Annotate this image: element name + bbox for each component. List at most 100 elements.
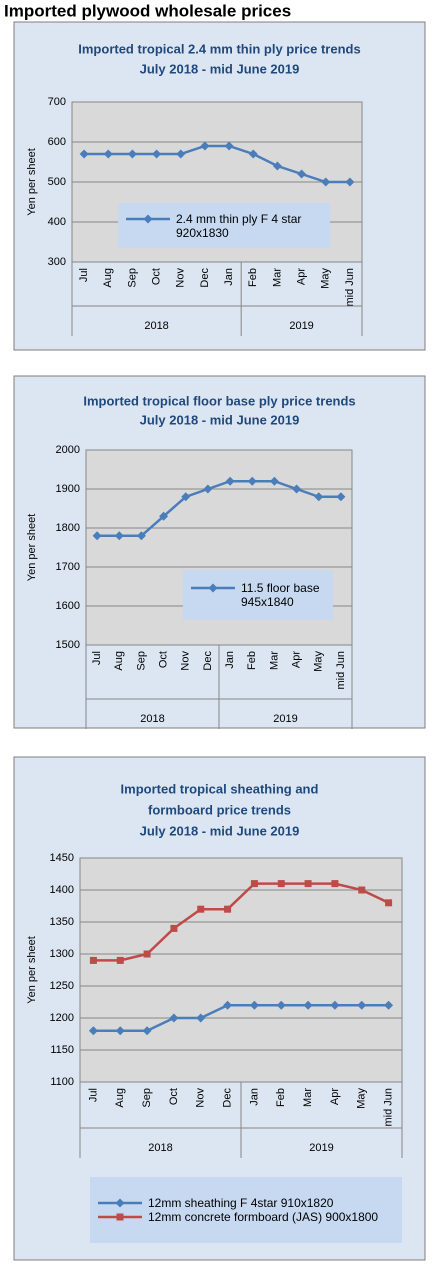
legend: 11.5 floor base 945x1840	[183, 570, 333, 620]
y-tick-label: 2000	[56, 444, 80, 456]
y-tick-label: 1300	[50, 948, 74, 960]
chart-title: Imported tropical floor base ply price t…	[83, 393, 355, 408]
chart-title: July 2018 - mid June 2019	[140, 412, 300, 427]
x-tick-label: Mar	[268, 651, 280, 670]
y-tick-label: 300	[48, 256, 66, 268]
marker	[196, 1013, 206, 1023]
y-tick-label: 700	[48, 96, 66, 108]
marker	[89, 956, 97, 964]
x-tick-label: May	[356, 1088, 368, 1109]
plot-area	[79, 857, 403, 1083]
x-tick-label: Aug	[102, 268, 114, 288]
chart-title: July 2018 - mid June 2019	[140, 61, 300, 76]
x-tick-label: Mar	[302, 1088, 314, 1107]
y-tick-label: 1500	[56, 639, 80, 651]
legend-label: 12mm sheathing F 4star 910x1820	[148, 1196, 334, 1210]
marker	[357, 1000, 367, 1010]
marker	[292, 484, 302, 494]
x-tick-label: Sep	[141, 1088, 153, 1108]
x-tick-label: May	[313, 651, 325, 672]
y-tick-label: 600	[48, 136, 66, 148]
x-tick-label: Dec	[199, 268, 211, 288]
y-tick-label: 500	[48, 176, 66, 188]
marker	[277, 880, 285, 888]
y-tick-label: 1250	[50, 980, 74, 992]
marker	[223, 1000, 233, 1010]
marker	[115, 1198, 125, 1208]
y-axis-label: Yen per sheet	[26, 148, 38, 215]
x-group-label: 2018	[148, 1142, 172, 1154]
x-group-label: 2019	[273, 713, 297, 725]
marker	[92, 531, 102, 541]
marker	[176, 149, 186, 159]
x-tick-label: Apr	[290, 651, 302, 668]
x-tick-label: Oct	[150, 268, 162, 285]
marker	[336, 492, 346, 502]
marker	[114, 531, 124, 541]
marker	[116, 956, 124, 964]
legend: 2.4 mm thin ply F 4 star 920x1830	[118, 203, 330, 248]
x-tick-label: Apr	[295, 268, 307, 285]
marker	[225, 476, 235, 486]
marker	[197, 905, 205, 913]
legend-entry: 12mm concrete formboard (JAS) 900x1800	[96, 1210, 396, 1224]
x-tick-label: Jan	[224, 651, 236, 669]
x-tick-label: Oct	[157, 651, 169, 668]
x-tick-label: Apr	[329, 1088, 341, 1105]
marker	[250, 880, 258, 888]
chart-title: July 2018 - mid June 2019	[140, 823, 300, 838]
series-line	[93, 882, 390, 962]
x-tick-label: Feb	[275, 1088, 287, 1107]
x-group-label: 2019	[309, 1142, 333, 1154]
y-tick-label: 1800	[56, 522, 80, 534]
marker	[181, 492, 191, 502]
x-tick-label: Oct	[168, 1088, 180, 1105]
x-tick-label: Jul	[87, 1088, 99, 1102]
y-tick-label: 1350	[50, 916, 74, 928]
x-tick-label: Sep	[135, 651, 147, 671]
marker	[143, 950, 151, 958]
x-tick-label: Feb	[246, 651, 258, 670]
legend-symbol	[98, 1213, 142, 1221]
x-tick-label: mid Jun	[335, 651, 347, 690]
marker	[330, 1000, 340, 1010]
marker	[248, 149, 258, 159]
y-tick-label: 400	[48, 216, 66, 228]
x-tick-label: Feb	[247, 268, 259, 287]
x-tick-label: Jan	[223, 268, 235, 286]
page-title: Imported plywood wholesale prices	[4, 1, 291, 20]
marker	[169, 1013, 179, 1023]
x-tick-label: mid Jun	[382, 1088, 394, 1127]
y-axis-label: Yen per sheet	[26, 936, 38, 1003]
x-tick-label: Nov	[180, 651, 192, 671]
x-tick-label: Jan	[248, 1088, 260, 1106]
x-tick-label: mid Jun	[344, 268, 356, 307]
y-tick-label: 1600	[56, 600, 80, 612]
marker	[79, 149, 89, 159]
x-tick-label: Jul	[91, 651, 103, 665]
marker	[200, 141, 210, 151]
marker	[224, 905, 232, 913]
marker	[276, 1000, 286, 1010]
legend-label: 2.4 mm thin ply F 4 star 920x1830	[176, 211, 302, 240]
marker	[159, 511, 169, 521]
marker	[249, 1000, 259, 1010]
marker	[152, 149, 162, 159]
marker	[269, 476, 279, 486]
y-axis-label: Yen per sheet	[26, 514, 38, 581]
marker	[358, 886, 366, 894]
x-tick-label: Mar	[271, 268, 283, 287]
marker	[116, 1213, 124, 1221]
marker	[136, 531, 146, 541]
marker	[331, 880, 339, 888]
chart-title: Imported tropical sheathing and	[121, 781, 319, 796]
x-group-label: 2018	[140, 713, 164, 725]
legend-symbol	[98, 1198, 142, 1208]
legend-entry: 11.5 floor base 945x1840	[189, 581, 327, 609]
marker	[224, 141, 234, 151]
x-group-label: 2018	[144, 320, 168, 332]
legend-symbol	[126, 214, 170, 223]
x-tick-label: Jul	[78, 268, 90, 282]
y-tick-label: 1200	[50, 1012, 74, 1024]
